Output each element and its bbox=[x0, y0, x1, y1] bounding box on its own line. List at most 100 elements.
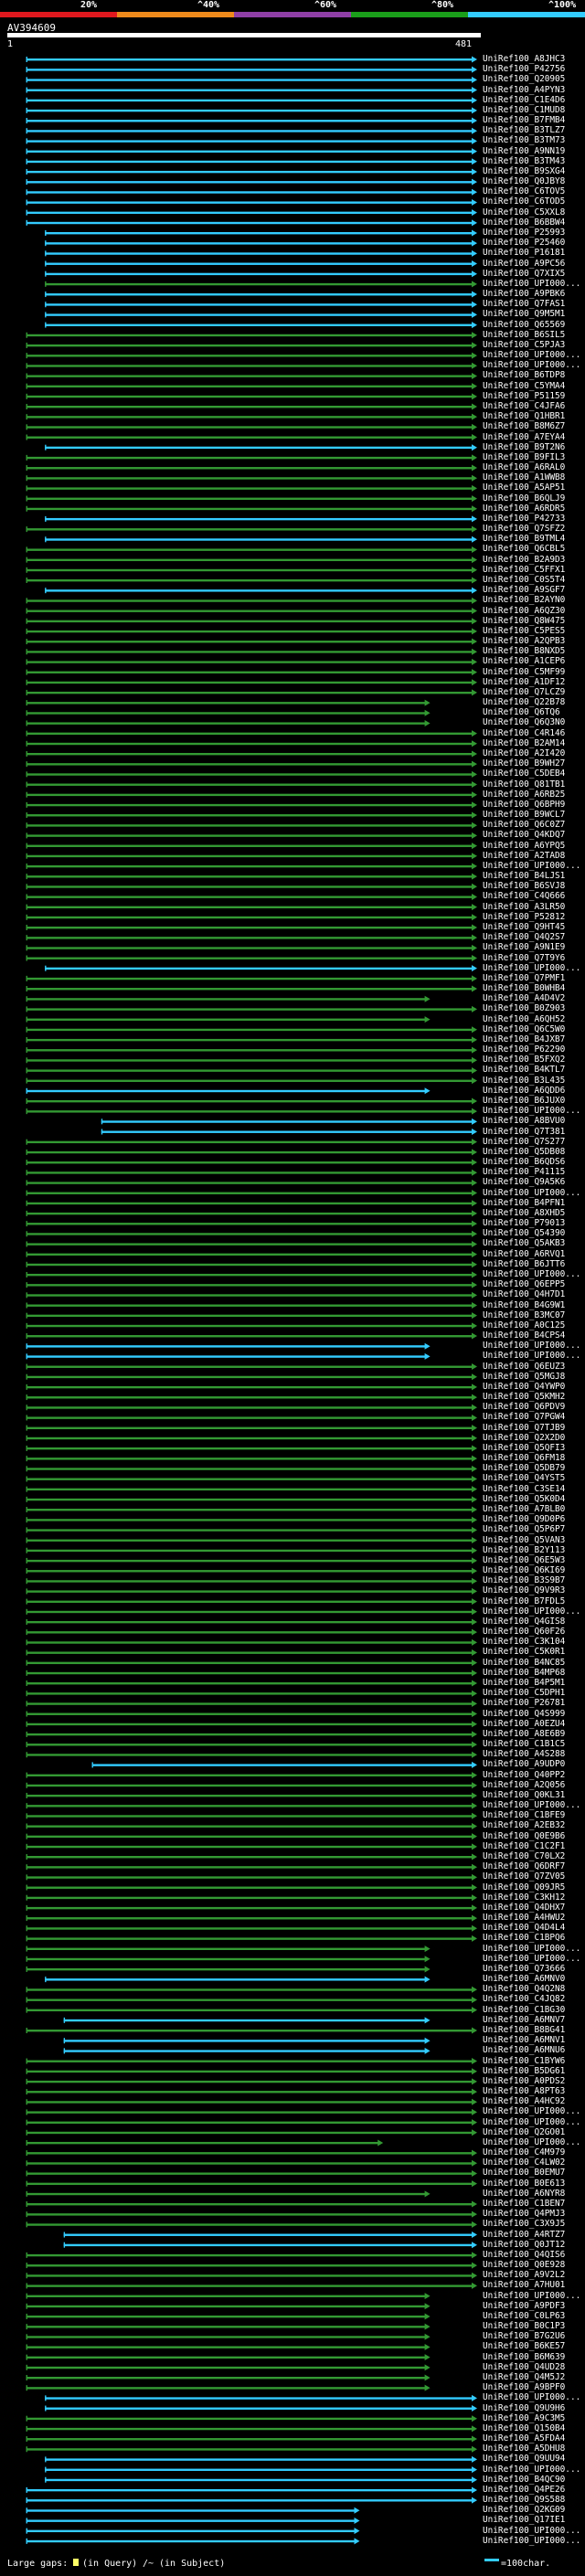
hit-label[interactable]: UniRef100_A6MNV0 bbox=[483, 1974, 566, 1985]
hit-label[interactable]: UniRef100_B6SVJ8 bbox=[483, 881, 566, 892]
hit-bar[interactable] bbox=[26, 781, 477, 789]
hit-bar[interactable] bbox=[26, 1598, 477, 1606]
hit-bar[interactable] bbox=[26, 1210, 477, 1217]
hit-bar[interactable] bbox=[26, 1261, 477, 1268]
hit-label[interactable]: UniRef100_Q6C0Z7 bbox=[483, 820, 566, 831]
hit-bar[interactable] bbox=[26, 1557, 477, 1564]
hit-bar[interactable] bbox=[26, 1956, 431, 1963]
hit-bar[interactable] bbox=[26, 2415, 477, 2422]
hit-bar[interactable] bbox=[63, 2242, 477, 2249]
hit-label[interactable]: UniRef100_Q54390 bbox=[483, 1228, 566, 1239]
hit-bar[interactable] bbox=[26, 1271, 477, 1278]
hit-label[interactable]: UniRef100_Q17IE1 bbox=[483, 2515, 566, 2526]
hit-bar[interactable] bbox=[26, 1149, 477, 1156]
hit-bar[interactable] bbox=[26, 168, 477, 175]
hit-label[interactable]: UniRef100_Q9UU94 bbox=[483, 2454, 566, 2465]
hit-label[interactable]: UniRef100_B5FXQ2 bbox=[483, 1055, 566, 1065]
hit-bar[interactable] bbox=[26, 2221, 477, 2228]
hit-bar[interactable] bbox=[26, 1772, 477, 1779]
hit-bar[interactable] bbox=[26, 2098, 477, 2105]
hit-bar[interactable] bbox=[26, 1465, 477, 1472]
hit-label[interactable]: UniRef100_P41115 bbox=[483, 1167, 566, 1178]
hit-label[interactable]: UniRef100_B7FMB4 bbox=[483, 115, 566, 126]
hit-label[interactable]: UniRef100_P79013 bbox=[483, 1218, 566, 1229]
hit-bar[interactable] bbox=[26, 1680, 477, 1687]
hit-label[interactable]: UniRef100_Q4S999 bbox=[483, 1708, 566, 1719]
hit-label[interactable]: UniRef100_Q6EPP5 bbox=[483, 1279, 566, 1290]
hit-label[interactable]: UniRef100_Q6CBL5 bbox=[483, 544, 566, 555]
hit-bar[interactable] bbox=[26, 56, 477, 63]
hit-bar[interactable] bbox=[45, 2476, 477, 2484]
hit-bar[interactable] bbox=[26, 188, 477, 196]
hit-label[interactable]: UniRef100_B2AM14 bbox=[483, 737, 566, 748]
hit-label[interactable]: UniRef100_A6QDD6 bbox=[483, 1085, 566, 1096]
hit-bar[interactable] bbox=[26, 1721, 477, 1728]
hit-bar[interactable] bbox=[26, 1608, 477, 1616]
hit-bar[interactable] bbox=[26, 2486, 477, 2494]
hit-label[interactable]: UniRef100_A9PC56 bbox=[483, 258, 566, 269]
hit-label[interactable]: UniRef100_A6QZ30 bbox=[483, 605, 566, 616]
hit-label[interactable]: UniRef100_Q4YWP0 bbox=[483, 1381, 566, 1392]
hit-bar[interactable] bbox=[45, 2455, 477, 2463]
hit-label[interactable]: UniRef100_Q7PMF1 bbox=[483, 972, 566, 983]
hit-label[interactable]: UniRef100_B7FDL5 bbox=[483, 1595, 566, 1606]
hit-label[interactable]: UniRef100_A2EB32 bbox=[483, 1820, 566, 1831]
hit-label[interactable]: UniRef100_Q4UD28 bbox=[483, 2361, 566, 2372]
hit-label[interactable]: UniRef100_Q7XIX5 bbox=[483, 268, 566, 279]
hit-bar[interactable] bbox=[26, 2190, 431, 2198]
hit-bar[interactable] bbox=[26, 1812, 477, 1819]
hit-bar[interactable] bbox=[26, 1281, 477, 1288]
hit-label[interactable]: UniRef100_A0C125 bbox=[483, 1320, 566, 1330]
hit-bar[interactable] bbox=[26, 1751, 477, 1758]
hit-label[interactable]: UniRef100_B9SXG4 bbox=[483, 165, 566, 176]
hit-bar[interactable] bbox=[26, 2354, 431, 2361]
hit-label[interactable]: UniRef100_Q73666 bbox=[483, 1963, 566, 1974]
hit-bar[interactable] bbox=[45, 239, 477, 247]
hit-label[interactable]: UniRef100_UPI000... bbox=[483, 1268, 581, 1279]
hit-label[interactable]: UniRef100_Q4PMJ3 bbox=[483, 2209, 566, 2220]
hit-label[interactable]: UniRef100_Q6BPH9 bbox=[483, 799, 566, 810]
hit-bar[interactable] bbox=[26, 567, 477, 574]
hit-label[interactable]: UniRef100_Q9S588 bbox=[483, 2495, 566, 2506]
hit-label[interactable]: UniRef100_A4D4V2 bbox=[483, 993, 566, 1004]
hit-bar[interactable] bbox=[26, 801, 477, 809]
hit-label[interactable]: UniRef100_A9N1E9 bbox=[483, 942, 566, 953]
hit-label[interactable]: UniRef100_UPI000... bbox=[483, 2106, 581, 2117]
hit-bar[interactable] bbox=[26, 1097, 477, 1105]
hit-bar[interactable] bbox=[45, 291, 477, 298]
hit-bar[interactable] bbox=[26, 1077, 477, 1085]
hit-label[interactable]: UniRef100_A6RVQ1 bbox=[483, 1248, 566, 1259]
hit-label[interactable]: UniRef100_Q4Q2N8 bbox=[483, 1984, 566, 1995]
hit-bar[interactable] bbox=[26, 975, 477, 982]
hit-label[interactable]: UniRef100_Q6C5W0 bbox=[483, 1023, 566, 1034]
hit-label[interactable]: UniRef100_B0Z903 bbox=[483, 1003, 566, 1014]
hit-label[interactable]: UniRef100_B6SIL5 bbox=[483, 329, 566, 340]
hit-bar[interactable] bbox=[26, 1802, 477, 1809]
hit-bar[interactable] bbox=[26, 2007, 477, 2014]
hit-label[interactable]: UniRef100_Q7TJB9 bbox=[483, 1422, 566, 1433]
hit-bar[interactable] bbox=[26, 822, 477, 829]
hit-bar[interactable] bbox=[26, 709, 431, 716]
hit-label[interactable]: UniRef100_B6BBW4 bbox=[483, 217, 566, 228]
hit-label[interactable]: UniRef100_A5AP51 bbox=[483, 482, 566, 493]
hit-label[interactable]: UniRef100_Q4GIS8 bbox=[483, 1616, 566, 1627]
hit-label[interactable]: UniRef100_B3S9B7 bbox=[483, 1575, 566, 1586]
hit-label[interactable]: UniRef100_B3L435 bbox=[483, 1075, 566, 1086]
hit-bar[interactable] bbox=[26, 1547, 477, 1554]
hit-bar[interactable] bbox=[26, 383, 477, 390]
hit-bar[interactable] bbox=[26, 1036, 477, 1044]
hit-label[interactable]: UniRef100_UPI000... bbox=[483, 2392, 581, 2403]
hit-bar[interactable] bbox=[26, 2364, 431, 2371]
hit-bar[interactable] bbox=[26, 117, 477, 124]
hit-label[interactable]: UniRef100_Q4QIS6 bbox=[483, 2249, 566, 2260]
hit-label[interactable]: UniRef100_UPI000... bbox=[483, 1953, 581, 1964]
hit-label[interactable]: UniRef100_UPI000... bbox=[483, 2290, 581, 2301]
hit-bar[interactable] bbox=[26, 2282, 477, 2289]
hit-bar[interactable] bbox=[26, 403, 477, 410]
hit-label[interactable]: UniRef100_Q6Q3N0 bbox=[483, 717, 566, 728]
hit-bar[interactable] bbox=[26, 770, 477, 778]
hit-label[interactable]: UniRef100_B4CPS4 bbox=[483, 1330, 566, 1341]
hit-label[interactable]: UniRef100_P26781 bbox=[483, 1698, 566, 1709]
hit-bar[interactable] bbox=[26, 2293, 431, 2300]
hit-label[interactable]: UniRef100_B4P5M1 bbox=[483, 1678, 566, 1689]
